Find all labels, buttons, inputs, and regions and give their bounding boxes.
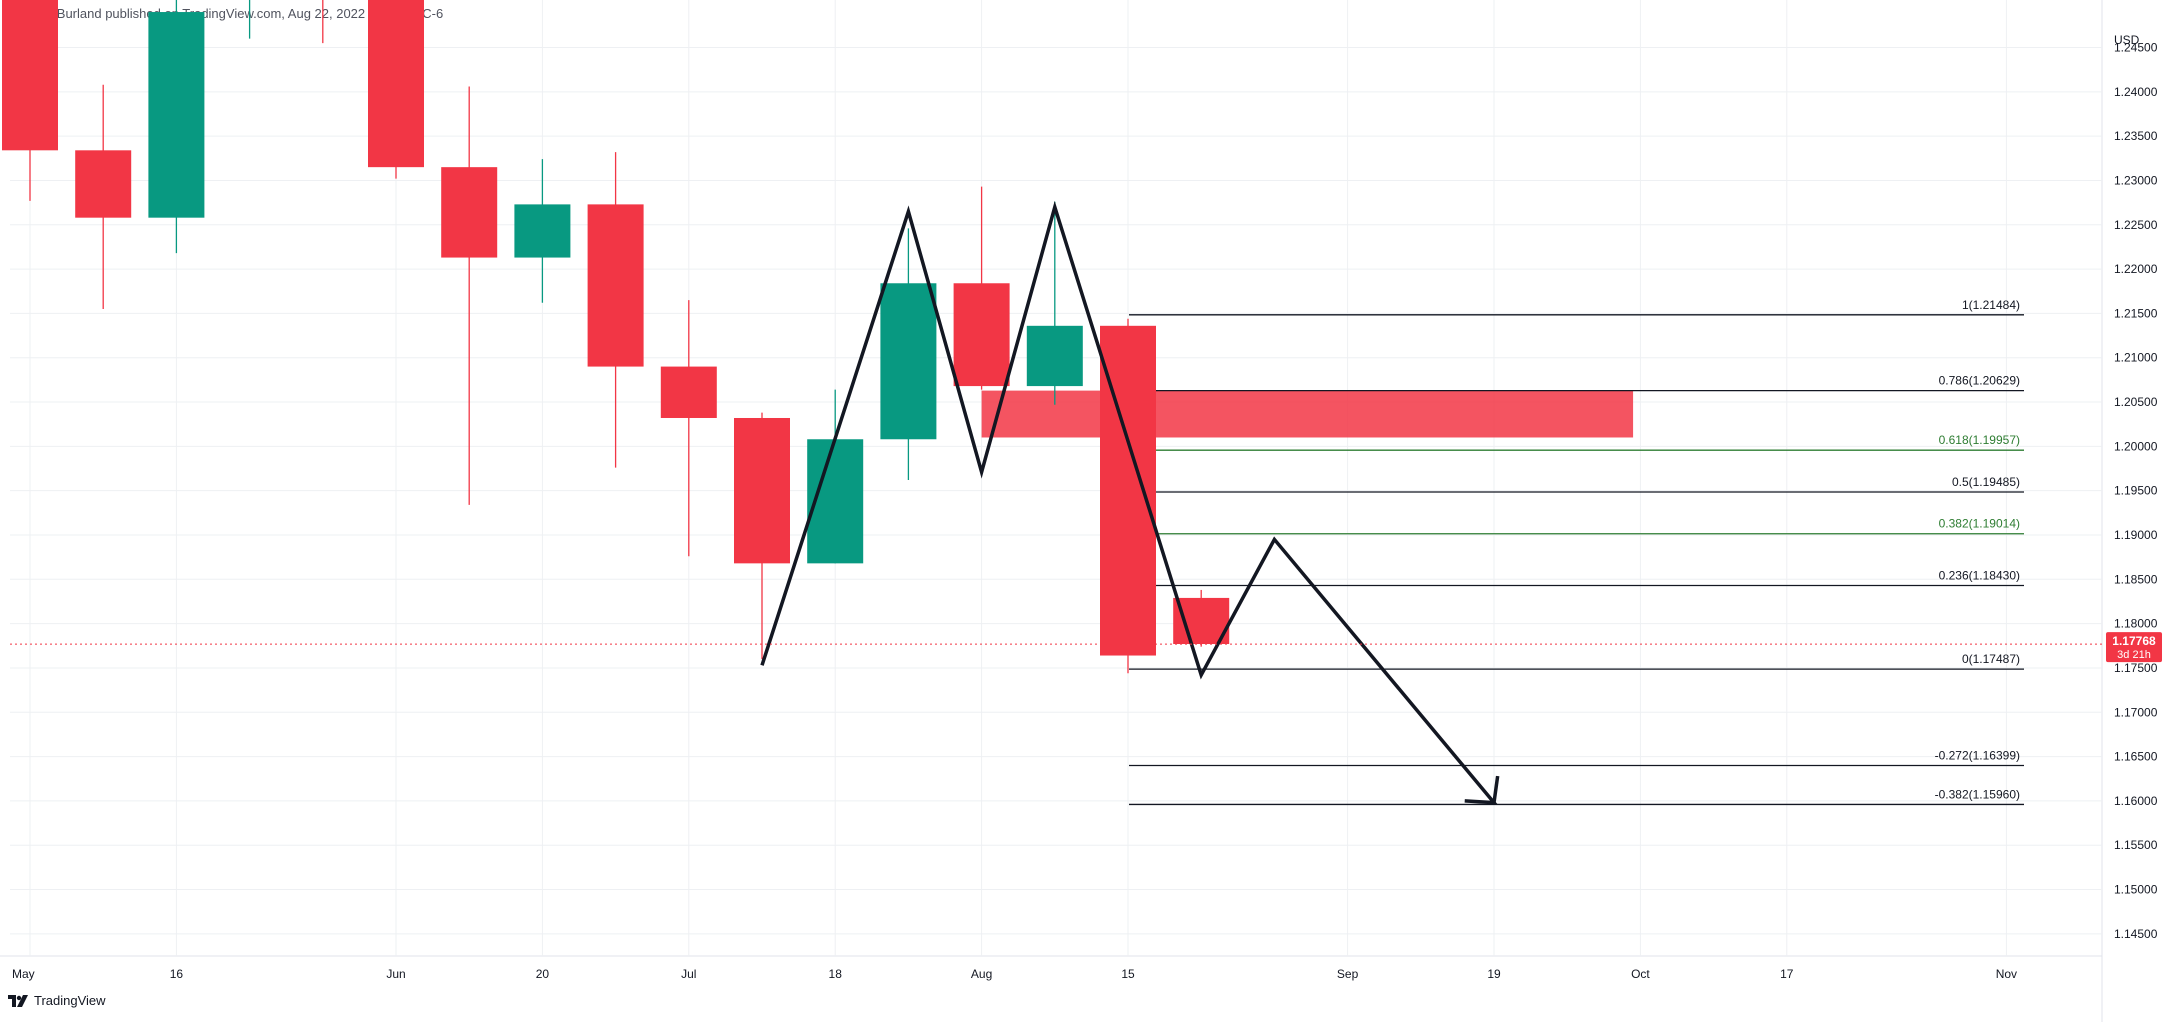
price-tick-label: 1.17000	[2114, 705, 2158, 719]
candle	[248, 0, 251, 39]
price-tick-label: 1.22500	[2114, 218, 2158, 232]
candle-body	[880, 283, 937, 440]
time-tick-label: Jul	[681, 967, 696, 981]
price-tick-label: 1.16500	[2114, 750, 2158, 764]
price-tick-label: 1.24000	[2114, 85, 2158, 99]
price-tick-label: 1.15500	[2114, 838, 2158, 852]
price-tick-label: 1.18000	[2114, 617, 2158, 631]
price-tick-label: 1.21500	[2114, 306, 2158, 320]
candle	[734, 412, 790, 660]
candle	[587, 152, 644, 468]
candle-body	[660, 366, 717, 418]
candle	[368, 0, 424, 179]
time-tick-label: Aug	[971, 967, 992, 981]
candlestick-series	[2, 0, 1230, 674]
candle-body	[953, 283, 1010, 387]
fib-level-label: 0.5(1.19485)	[1952, 475, 2020, 489]
time-tick-label: Nov	[1996, 967, 2017, 981]
price-tick-label: 1.14500	[2114, 927, 2158, 941]
price-tick-label: 1.21000	[2114, 351, 2158, 365]
grid-lines	[0, 0, 2103, 1022]
price-axis[interactable]: USD 1.24500 1.24000 1.23500 1.23000 1.22500 1…	[2114, 33, 2158, 941]
attribution-text: Ross-J-Burland published on TradingView.…	[12, 6, 444, 21]
tradingview-footer[interactable]: TradingView	[8, 993, 106, 1008]
fib-level-label: 0.236(1.18430)	[1939, 569, 2020, 583]
fib-level-label: 1(1.21484)	[1962, 298, 2020, 312]
current-price-countdown: 3d 21h	[2117, 649, 2151, 661]
candle-body	[2, 0, 58, 151]
tradingview-logo-icon	[8, 994, 28, 1007]
current-price-badge	[2106, 632, 2162, 663]
time-axis[interactable]: May 16 Jun 20 Jul 18 Aug 15 Sep 19 Oct 17 Nov	[12, 967, 2017, 981]
candle	[660, 300, 717, 557]
current-price-value: 1.17768	[2112, 634, 2156, 648]
pattern-drawing[interactable]	[760, 200, 1500, 805]
candle	[2, 0, 58, 201]
time-tick-label: May	[12, 967, 35, 981]
fib-level-label: -0.382(1.15960)	[1935, 787, 2020, 801]
fib-level-label: 0(1.17487)	[1962, 652, 2020, 666]
fib-level-label: 0.618(1.19957)	[1939, 433, 2020, 447]
candle-body	[75, 150, 132, 218]
time-tick-label: Jun	[386, 967, 405, 981]
price-tick-label: 1.16000	[2114, 794, 2158, 808]
candle-body	[587, 204, 644, 367]
time-tick-label: 18	[829, 967, 843, 981]
tradingview-brand-text: TradingView	[34, 993, 106, 1008]
price-tick-label: 1.15000	[2114, 883, 2158, 897]
pattern-arrow-tick[interactable]	[1492, 775, 1500, 803]
candle	[1026, 201, 1083, 405]
candle-body	[441, 167, 498, 258]
fib-level-label: 0.382(1.19014)	[1939, 517, 2020, 531]
candle	[441, 86, 498, 505]
time-tick-label: Sep	[1337, 967, 1359, 981]
time-tick-label: 19	[1487, 967, 1501, 981]
candle-body	[514, 204, 571, 258]
time-tick-label: 15	[1121, 967, 1135, 981]
candle	[514, 159, 571, 303]
time-tick-label: 20	[536, 967, 550, 981]
candle	[807, 389, 864, 564]
price-tick-label: 1.22000	[2114, 262, 2158, 276]
pattern-path-line[interactable]	[760, 200, 1498, 805]
price-tick-label: 1.20000	[2114, 439, 2158, 453]
fib-level-label: -0.272(1.16399)	[1935, 749, 2020, 763]
candle-body	[734, 417, 790, 564]
price-tick-label: 1.23500	[2114, 129, 2158, 143]
time-tick-label: 16	[170, 967, 184, 981]
candle-body	[1026, 325, 1083, 387]
price-tick-label: 1.20500	[2114, 395, 2158, 409]
fib-level-label: 0.786(1.20629)	[1939, 374, 2020, 388]
fibonacci-retracement[interactable]: 1(1.21484) 0.786(1.20629) 0.618(1.19957) 0.…	[1129, 298, 2024, 806]
price-tick-label: 1.17500	[2114, 661, 2158, 675]
price-tick-label: 1.19500	[2114, 484, 2158, 498]
candle-body	[368, 0, 424, 168]
supply-zone	[981, 390, 1634, 438]
candle	[1100, 318, 1156, 674]
price-tick-label: 1.24500	[2114, 40, 2158, 54]
supply-zone-rect	[981, 390, 1634, 438]
time-tick-label: 17	[1780, 967, 1794, 981]
candle	[148, 0, 205, 254]
price-tick-label: 1.18500	[2114, 572, 2158, 586]
currency-label: USD	[2114, 33, 2140, 47]
price-tick-label: 1.23000	[2114, 173, 2158, 187]
time-tick-label: Oct	[1631, 967, 1650, 981]
candle	[322, 0, 324, 44]
candle	[953, 186, 1010, 390]
candle	[75, 84, 132, 309]
candle-body	[148, 12, 205, 218]
candle	[880, 228, 937, 481]
price-tick-label: 1.19000	[2114, 528, 2158, 542]
